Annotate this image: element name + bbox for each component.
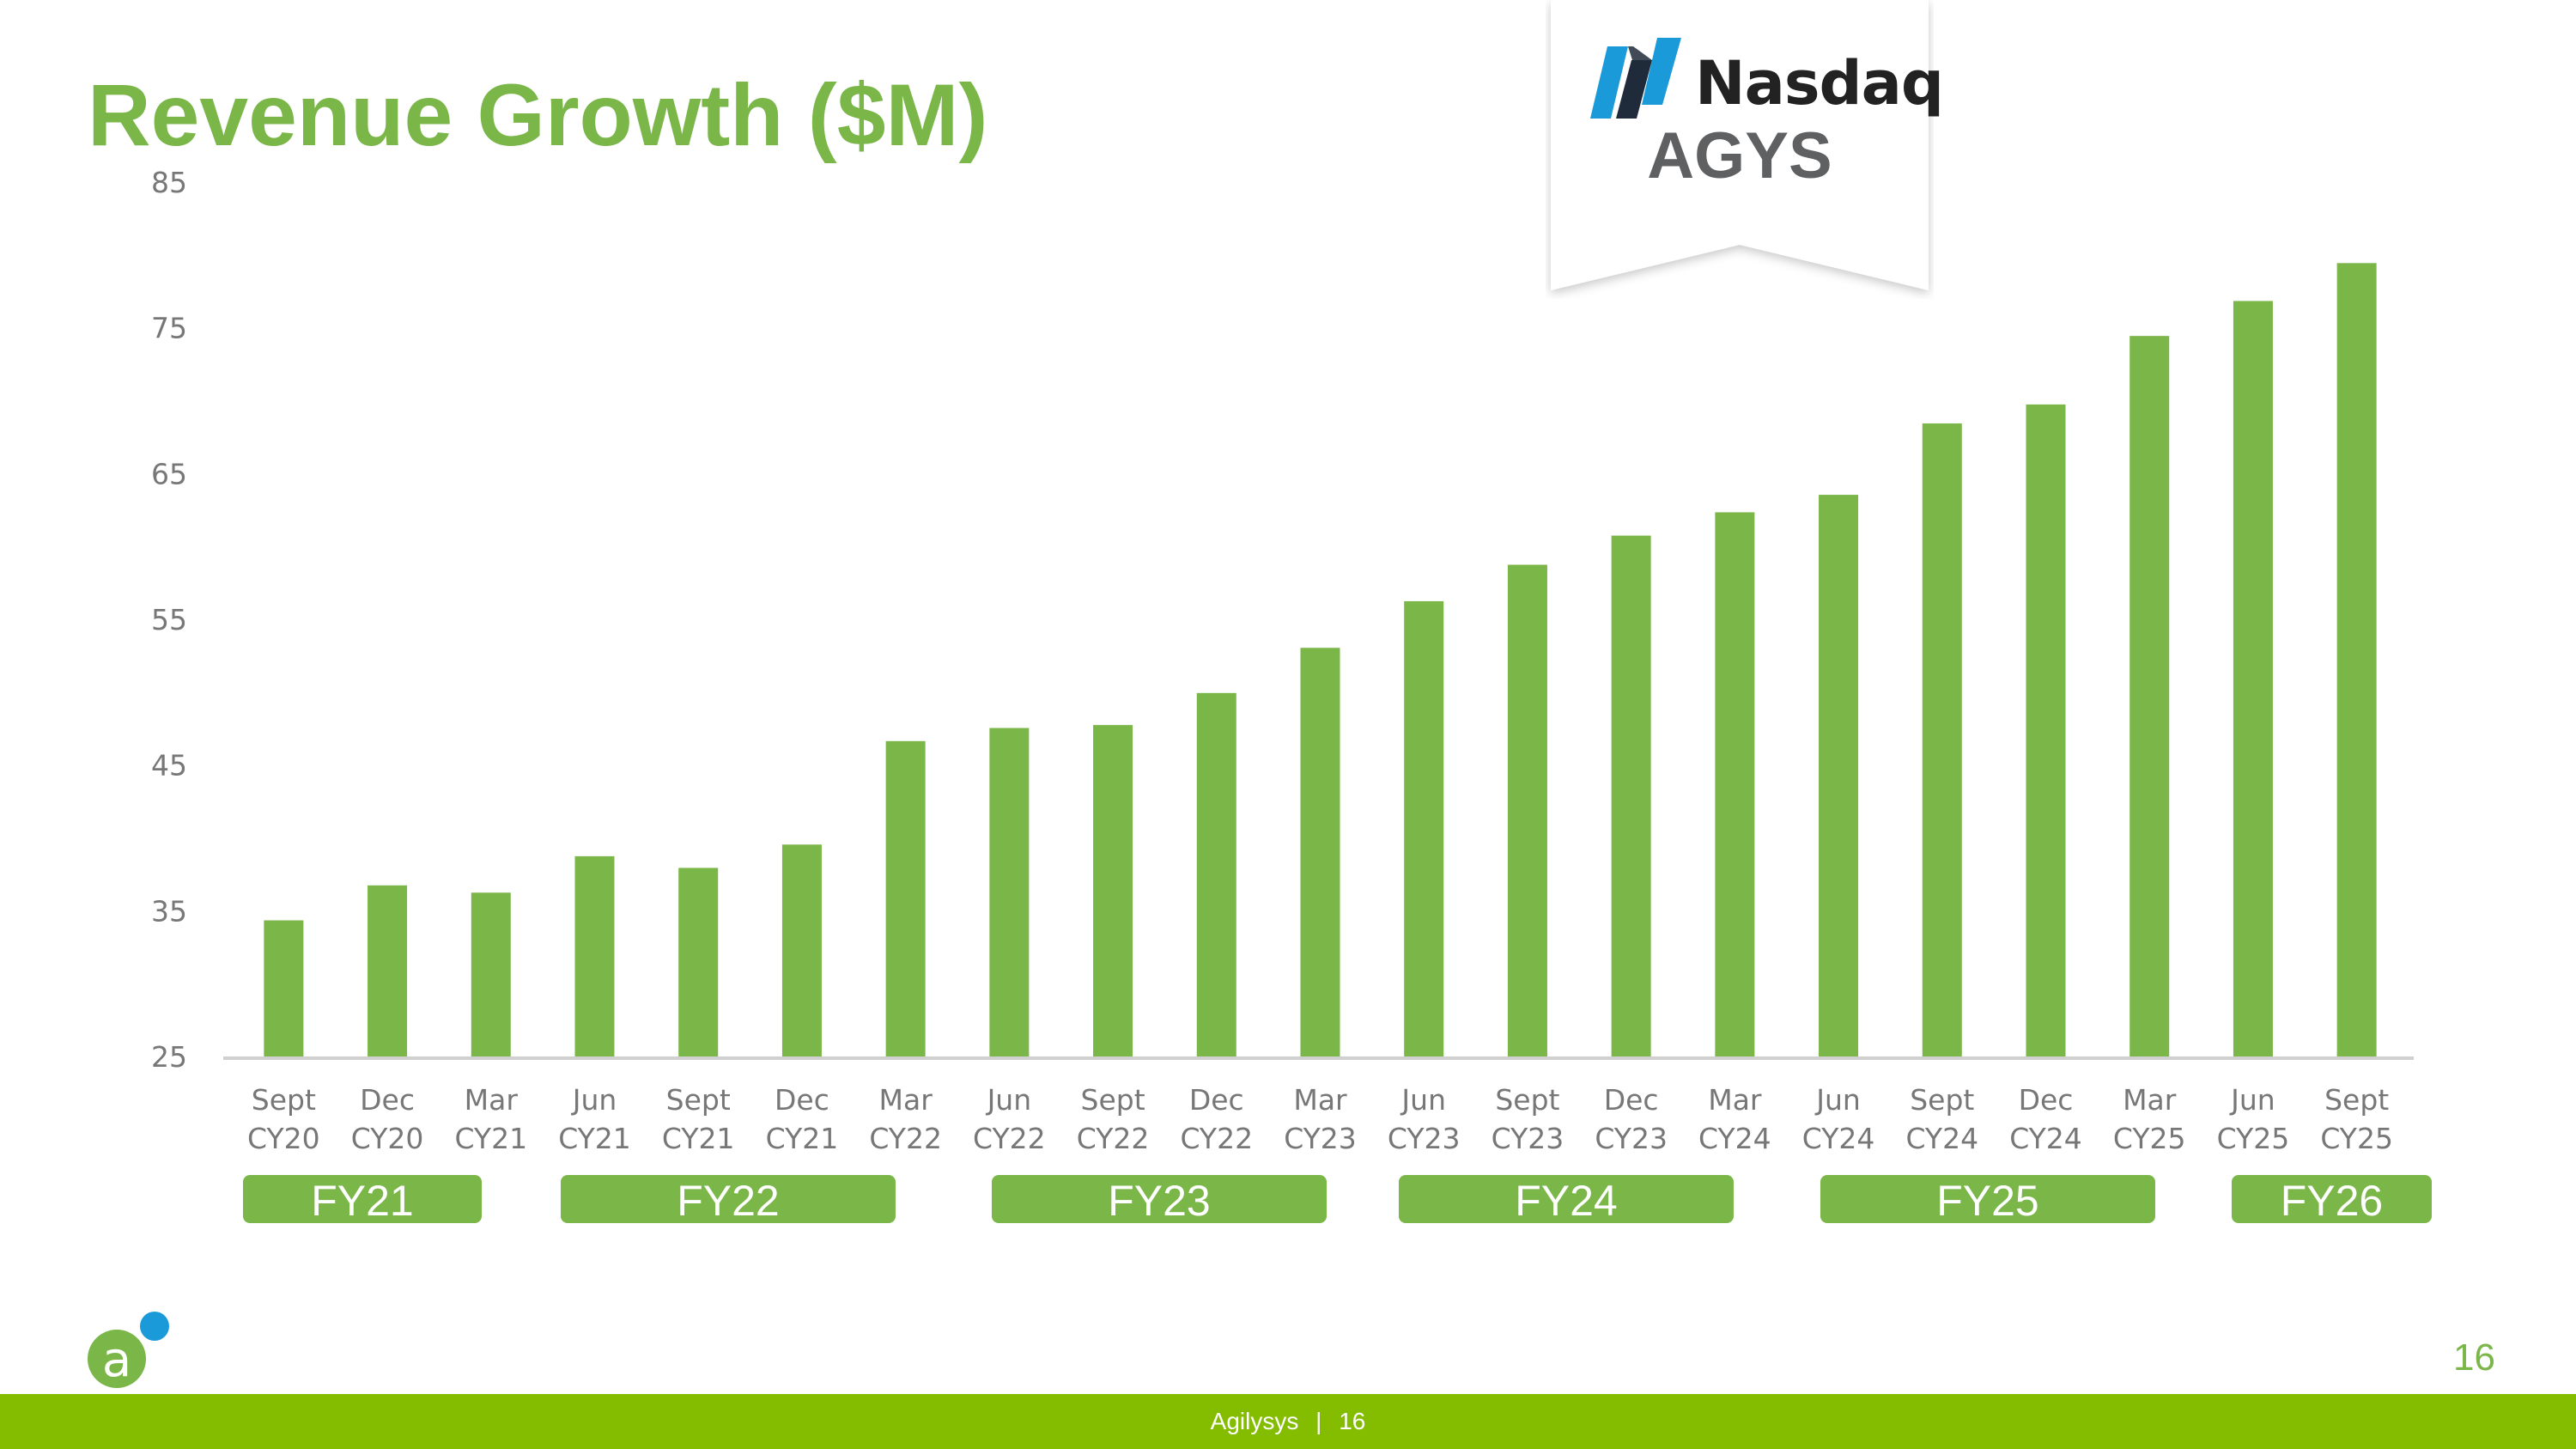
x-tick-label-year: CY23 — [1595, 1122, 1668, 1155]
x-tick-label-month: Dec — [360, 1083, 415, 1117]
x-tick-label-month: Dec — [775, 1083, 829, 1117]
nasdaq-wordmark: Nasdaq — [1695, 48, 1944, 119]
footer-bar: Agilysys | 16 — [0, 1394, 2576, 1449]
bar — [574, 855, 615, 1057]
x-tick-label-year: CY22 — [1077, 1122, 1150, 1155]
bar — [1922, 423, 1962, 1057]
x-tick-label-month: Sept — [2324, 1083, 2389, 1117]
x-tick-label-month: Mar — [1293, 1083, 1347, 1117]
fiscal-year-label: FY25 — [1820, 1175, 2155, 1225]
x-tick-label-month: Dec — [2019, 1083, 2074, 1117]
bar — [678, 868, 719, 1057]
x-tick-label-month: Mar — [1708, 1083, 1762, 1117]
logo-letter: a — [102, 1332, 131, 1388]
bar — [1715, 512, 1755, 1057]
bar — [781, 844, 822, 1057]
x-tick-label-month: Mar — [2123, 1083, 2177, 1117]
x-tick-label-month: Jun — [2229, 1083, 2275, 1117]
fiscal-year-label: FY26 — [2232, 1175, 2432, 1225]
agilysys-logo: a — [84, 1307, 179, 1393]
x-tick-label-month: Jun — [571, 1083, 617, 1117]
bar — [1611, 535, 1651, 1057]
footer-page: 16 — [1339, 1408, 1366, 1434]
x-tick-label-month: Jun — [1814, 1083, 1861, 1117]
y-tick-label: 55 — [151, 603, 187, 636]
footer-company: Agilysys — [1210, 1408, 1299, 1434]
page-number: 16 — [2453, 1336, 2495, 1379]
revenue-bar-chart: 85 75 65 55 45 35 25 Sept CY20 Dec CY20 Mar CY21 Jun C… — [151, 166, 2414, 1155]
agilysys-logo-icon: a — [88, 1312, 169, 1388]
x-tick-label-year: CY24 — [2009, 1122, 2082, 1155]
x-tick-label-month: Sept — [1495, 1083, 1559, 1117]
footer-separator: | — [1315, 1408, 1322, 1434]
x-tick-label-month: Sept — [1081, 1083, 1145, 1117]
y-tick-label: 75 — [151, 312, 187, 345]
x-tick-label-year: CY22 — [973, 1122, 1046, 1155]
x-tick-label-year: CY22 — [869, 1122, 942, 1155]
x-tick-label-year: CY20 — [247, 1122, 320, 1155]
nasdaq-logo: Nasdaq — [1589, 36, 1944, 122]
fiscal-year-label: FY22 — [561, 1175, 896, 1225]
bar — [1507, 564, 1547, 1057]
x-tick-label-month: Sept — [666, 1083, 731, 1117]
x-tick-label-year: CY21 — [662, 1122, 735, 1155]
x-tick-label-year: CY23 — [1388, 1122, 1461, 1155]
bar — [1404, 600, 1444, 1057]
nasdaq-ticker-badge: Nasdaq AGYS — [1546, 0, 1944, 299]
fiscal-year-label: FY23 — [992, 1175, 1327, 1225]
bar — [2336, 263, 2377, 1058]
y-tick-label: 85 — [151, 166, 187, 199]
fiscal-year-label: FY24 — [1399, 1175, 1734, 1225]
bar — [2233, 301, 2273, 1057]
x-tick-label-month: Jun — [986, 1083, 1032, 1117]
x-tick-label-month: Dec — [1604, 1083, 1659, 1117]
y-tick-label: 25 — [151, 1040, 187, 1074]
x-tick-label-month: Sept — [1910, 1083, 1974, 1117]
x-tick-label-year: CY24 — [1802, 1122, 1875, 1155]
bar — [1196, 692, 1236, 1057]
x-tick-label-year: CY24 — [1905, 1122, 1978, 1155]
bar — [264, 920, 304, 1057]
bar — [368, 885, 408, 1057]
nasdaq-logo-icon — [1590, 38, 1681, 119]
x-tick-label-year: CY24 — [1698, 1122, 1771, 1155]
x-tick-label-year: CY21 — [454, 1122, 527, 1155]
bar — [1819, 495, 1859, 1057]
page-title: Revenue Growth ($M) — [88, 66, 988, 164]
fiscal-year-label: FY21 — [243, 1175, 482, 1225]
bar — [2026, 404, 2066, 1058]
bar — [2129, 336, 2170, 1057]
bar — [471, 892, 511, 1057]
x-tick-label-month: Jun — [1400, 1083, 1446, 1117]
bar — [885, 740, 926, 1057]
x-tick-label-year: CY22 — [1180, 1122, 1253, 1155]
y-tick-label: 35 — [151, 894, 187, 928]
bar — [1093, 725, 1133, 1057]
x-tick-label-year: CY23 — [1284, 1122, 1357, 1155]
bar — [989, 728, 1030, 1057]
x-tick-label-year: CY25 — [2217, 1122, 2290, 1155]
x-tick-label-year: CY20 — [351, 1122, 424, 1155]
x-tick-label-year: CY23 — [1492, 1122, 1564, 1155]
x-tick-label-month: Sept — [252, 1083, 316, 1117]
x-tick-label-month: Mar — [879, 1083, 933, 1117]
x-tick-label-year: CY21 — [766, 1122, 839, 1155]
x-tick-label-year: CY25 — [2320, 1122, 2393, 1155]
y-tick-label: 45 — [151, 749, 187, 782]
x-tick-label-month: Dec — [1189, 1083, 1244, 1117]
ticker-symbol: AGYS — [1647, 119, 1832, 192]
y-tick-label: 65 — [151, 457, 187, 490]
x-tick-label-year: CY25 — [2113, 1122, 2186, 1155]
x-tick-label-month: Mar — [465, 1083, 519, 1117]
x-tick-label-year: CY21 — [558, 1122, 631, 1155]
bar — [1300, 648, 1340, 1057]
